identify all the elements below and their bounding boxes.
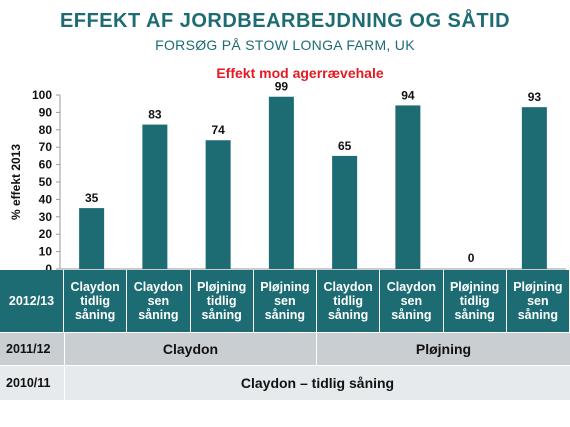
bar xyxy=(268,96,294,270)
data-label: 65 xyxy=(338,139,352,153)
y-ticks: 0 10 20 30 40 50 60 70 80 90 100 xyxy=(32,88,60,270)
row-2012-cell: Pløjning sen såning xyxy=(253,270,317,332)
bar-chart: % effekt 2013 0 10 20 30 40 50 60 70 80 90 100 35 8… xyxy=(9,80,566,270)
bar xyxy=(142,124,168,269)
row-2012-cell: Claydon tidlig såning xyxy=(317,270,381,332)
bar xyxy=(395,105,421,269)
row-2012-cell: Claydon sen såning xyxy=(127,270,191,332)
row-label-2011: 2011/12 xyxy=(0,333,64,365)
row-2010-value: Claydon – tidlig såning xyxy=(64,366,570,400)
y-tick-label: 40 xyxy=(39,192,53,206)
y-tick-label: 80 xyxy=(39,123,53,137)
y-axis-label: % effekt 2013 xyxy=(9,144,23,220)
bar xyxy=(79,208,105,269)
data-label: 74 xyxy=(211,123,225,137)
bars xyxy=(79,96,547,270)
row-2011-claydon: Claydon xyxy=(64,333,316,365)
y-tick-label: 10 xyxy=(39,245,53,259)
y-tick-label: 90 xyxy=(39,105,53,119)
y-tick-label: 70 xyxy=(39,140,53,154)
page-title: EFFEKT AF JORDBEARBEJDNING OG SÅTID xyxy=(59,10,511,32)
bar xyxy=(332,155,358,269)
data-label: 83 xyxy=(148,108,162,122)
chart-title: Effekt mod agerrævehale xyxy=(216,65,384,81)
y-tick-label: 20 xyxy=(39,227,53,241)
y-tick-label: 60 xyxy=(39,158,53,172)
treatment-table: 2012/13 Claydon tidlig såning Claydon sen… xyxy=(0,270,570,401)
data-label: 99 xyxy=(275,80,289,94)
y-tick-label: 50 xyxy=(39,175,53,189)
bar xyxy=(521,107,547,270)
page-subtitle: FORSØG PÅ STOW LONGA FARM, UK xyxy=(155,37,415,53)
y-tick-label: 0 xyxy=(45,262,52,270)
y-tick-label: 100 xyxy=(32,88,52,102)
row-label-2012: 2012/13 xyxy=(0,270,64,332)
row-2012-cell: Claydon sen såning xyxy=(380,270,444,332)
data-label: 0 xyxy=(468,251,475,265)
row-2011-plojning: Pløjning xyxy=(316,333,570,365)
row-label-2010: 2010/11 xyxy=(0,366,64,400)
data-labels: 35 83 74 99 65 94 0 93 xyxy=(85,80,541,265)
y-tick-label: 30 xyxy=(39,210,53,224)
row-2012-cell: Pløjning sen såning xyxy=(506,270,570,332)
row-2012-cell: Pløjning tidlig såning xyxy=(443,270,507,332)
chart-axes xyxy=(59,95,566,270)
data-label: 35 xyxy=(85,191,99,205)
row-2012-cell: Claydon tidlig såning xyxy=(64,270,128,332)
data-label: 93 xyxy=(528,90,542,104)
row-2012-cell: Pløjning tidlig såning xyxy=(190,270,254,332)
bar xyxy=(205,140,231,269)
data-label: 94 xyxy=(401,88,415,102)
